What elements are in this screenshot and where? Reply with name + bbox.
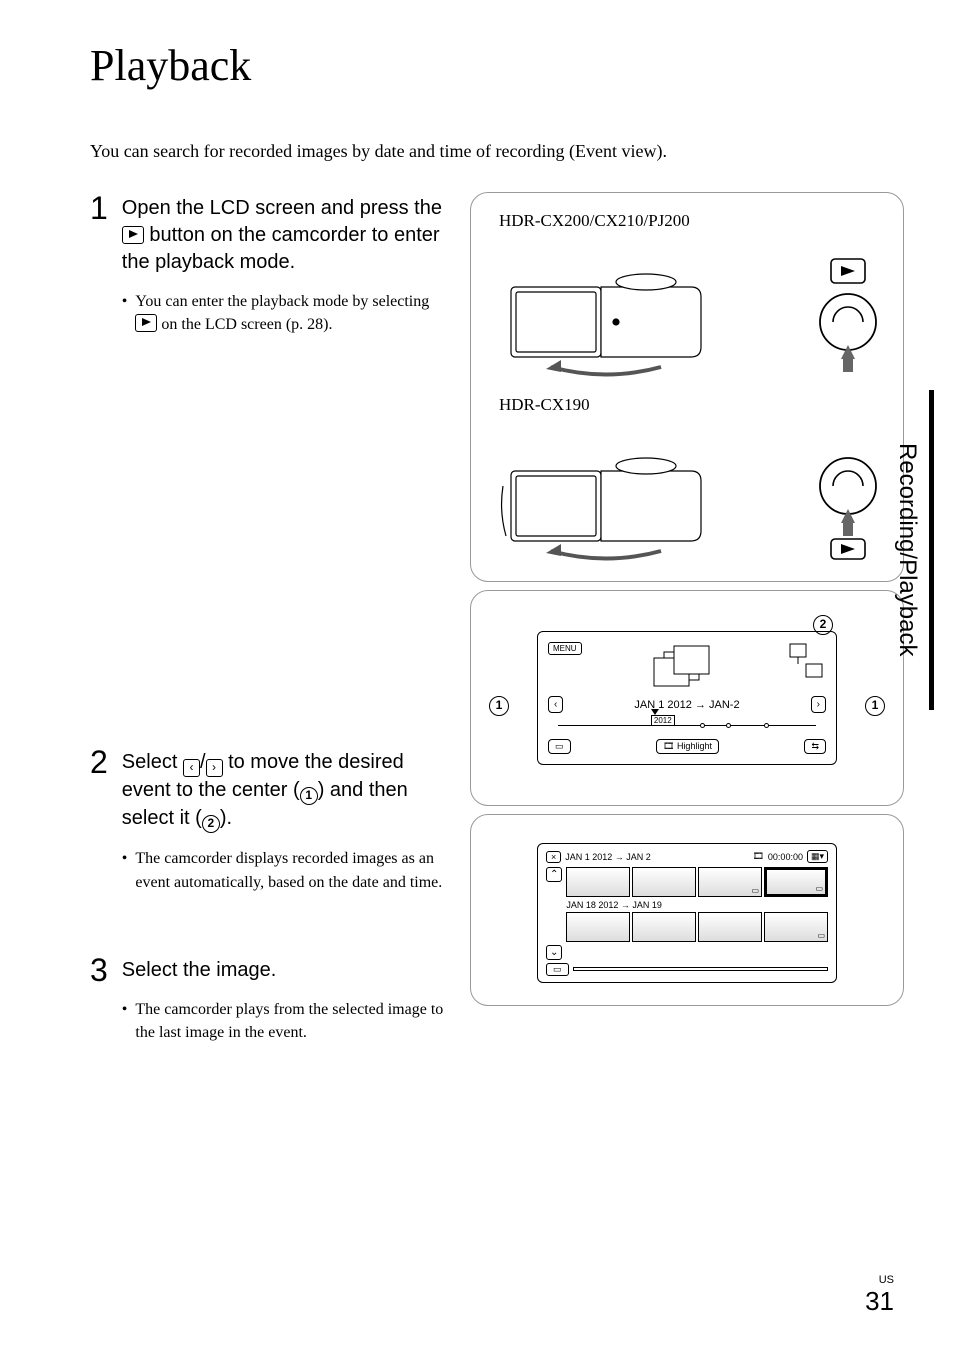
figure-event-view: 1 1 2 MENU bbox=[470, 590, 904, 806]
figure-2-label: HDR-CX190 bbox=[499, 395, 883, 415]
timeline-year: 2012 bbox=[651, 715, 675, 726]
right-nav-icon: › bbox=[206, 759, 223, 777]
scrollbar bbox=[573, 967, 828, 971]
page-footer: US 31 bbox=[865, 1274, 894, 1317]
index-date-2: JAN 18 2012 → JAN 19 bbox=[566, 900, 828, 910]
play-icon bbox=[135, 314, 157, 332]
page-title: Playback bbox=[90, 40, 904, 91]
index-date-1: JAN 1 2012 → JAN 2 bbox=[565, 852, 651, 862]
image-index-screen: × JAN 1 2012 → JAN 2 🎞00:00:00 ▦▾ ⌃ bbox=[537, 843, 837, 983]
filter-button: ▦▾ bbox=[807, 850, 828, 863]
next-event-button: › bbox=[811, 696, 826, 713]
callout-1-right: 1 bbox=[865, 696, 885, 716]
step-2: 2 Select ‹/› to move the desired event t… bbox=[90, 746, 450, 893]
switch-view-button: ⇆ bbox=[804, 739, 826, 754]
scroll-down-button: ⌄ bbox=[546, 945, 562, 960]
highlight-button: 🎞 Highlight bbox=[656, 739, 719, 754]
menu-button: MENU bbox=[548, 642, 582, 655]
region-code: US bbox=[865, 1274, 894, 1286]
step-2-number: 2 bbox=[90, 746, 107, 893]
play-button-side-1 bbox=[813, 257, 883, 377]
thumbnail bbox=[698, 912, 762, 942]
circle-1-ref: 1 bbox=[300, 787, 318, 805]
left-nav-icon: ‹ bbox=[183, 759, 200, 777]
step-3-title: Select the image. bbox=[122, 957, 450, 984]
section-tab: Recording/Playback bbox=[902, 390, 934, 710]
event-view-screen: MENU ‹ JAN 1 bbox=[537, 631, 837, 765]
step-1-bullet: You can enter the playback mode by selec… bbox=[122, 290, 450, 336]
play-button-side-2 bbox=[813, 441, 883, 561]
figure-camcorders: HDR-CX200/CX210/PJ200 bbox=[470, 192, 904, 582]
thumbnail-selected: ▭ bbox=[764, 867, 828, 897]
step-2-bullet: The camcorder displays recorded images a… bbox=[122, 847, 450, 893]
media-select-button-2: ▭ bbox=[546, 963, 569, 976]
figure-1-label: HDR-CX200/CX210/PJ200 bbox=[499, 211, 883, 231]
step-1-title: Open the LCD screen and press the button… bbox=[122, 195, 450, 276]
prev-event-button: ‹ bbox=[548, 696, 563, 713]
media-select-button: ▭ bbox=[548, 739, 571, 754]
thumbnail: ▭ bbox=[698, 867, 762, 897]
circle-2-ref: 2 bbox=[202, 815, 220, 833]
figure-image-index: × JAN 1 2012 → JAN 2 🎞00:00:00 ▦▾ ⌃ bbox=[470, 814, 904, 1006]
callout-1-left: 1 bbox=[489, 696, 509, 716]
step-1-number: 1 bbox=[90, 192, 107, 336]
thumbnail bbox=[632, 867, 696, 897]
thumbnail: ▭ bbox=[764, 912, 828, 942]
step-3-number: 3 bbox=[90, 954, 107, 1044]
play-icon bbox=[122, 226, 144, 244]
step-3: 3 Select the image. The camcorder plays … bbox=[90, 954, 450, 1044]
close-button: × bbox=[546, 851, 561, 863]
camcorder-illustration-2 bbox=[491, 431, 711, 561]
thumbnail bbox=[632, 912, 696, 942]
page-number: 31 bbox=[865, 1286, 894, 1317]
scroll-up-button: ⌃ bbox=[546, 867, 562, 882]
event-stack-icon bbox=[634, 642, 734, 692]
thumbnail bbox=[566, 912, 630, 942]
step-1: 1 Open the LCD screen and press the butt… bbox=[90, 192, 450, 336]
step-2-title: Select ‹/› to move the desired event to … bbox=[122, 749, 450, 833]
step-3-bullet: The camcorder plays from the selected im… bbox=[122, 998, 450, 1044]
thumbnail bbox=[566, 867, 630, 897]
timecode: 00:00:00 bbox=[768, 852, 803, 862]
scale-toggle-icon bbox=[786, 642, 826, 682]
camcorder-illustration-1 bbox=[491, 247, 711, 377]
intro-text: You can search for recorded images by da… bbox=[90, 141, 904, 162]
